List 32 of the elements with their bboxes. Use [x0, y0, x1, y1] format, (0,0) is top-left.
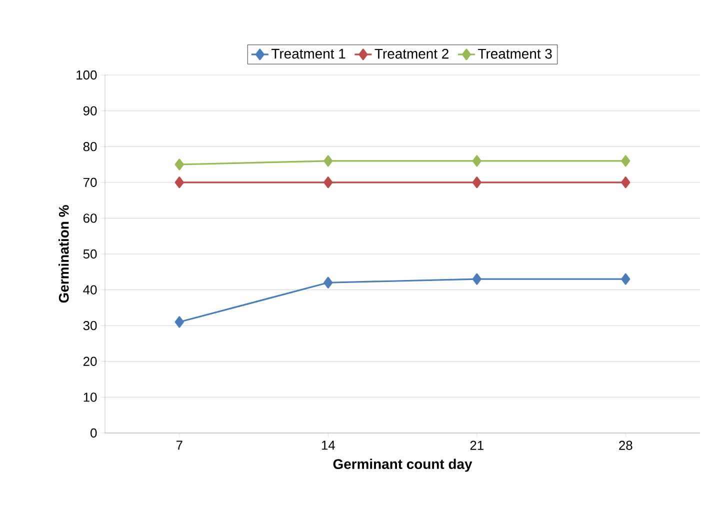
point — [324, 176, 333, 188]
point — [174, 176, 184, 188]
legend-label: Treatment 2 — [374, 48, 448, 59]
y-axis-title: Germination % — [58, 205, 69, 303]
y-tick-label: 10 — [84, 392, 97, 402]
point — [621, 273, 630, 285]
point — [472, 155, 482, 167]
y-tick-label: 100 — [76, 70, 97, 80]
point — [324, 155, 333, 167]
y-tick-label: 40 — [83, 285, 97, 294]
y-tick-label: 20 — [83, 356, 97, 366]
x-tick-label: 7 — [176, 440, 182, 450]
y-tick-label: 0 — [90, 428, 97, 438]
y-tick-label: 60 — [83, 214, 97, 223]
x-tick-label: 28 — [619, 440, 632, 450]
y-tick-label: 80 — [83, 142, 97, 152]
point — [472, 176, 482, 188]
y-tick-label: 30 — [83, 321, 97, 330]
point — [174, 316, 184, 328]
legend-label: Treatment 3 — [478, 48, 552, 59]
y-tick-label: 70 — [83, 178, 97, 187]
point — [324, 276, 333, 288]
y-tick-label: 90 — [83, 106, 97, 116]
x-tick-label: 21 — [470, 440, 484, 450]
x-tick-label: 14 — [322, 440, 335, 450]
point — [621, 155, 630, 167]
point — [472, 273, 482, 285]
x-axis-title: Germinant count day — [333, 458, 472, 472]
point — [621, 176, 630, 188]
legend-label: Treatment 1 — [272, 48, 346, 59]
point — [174, 158, 184, 170]
y-tick-label: 50 — [83, 249, 97, 259]
